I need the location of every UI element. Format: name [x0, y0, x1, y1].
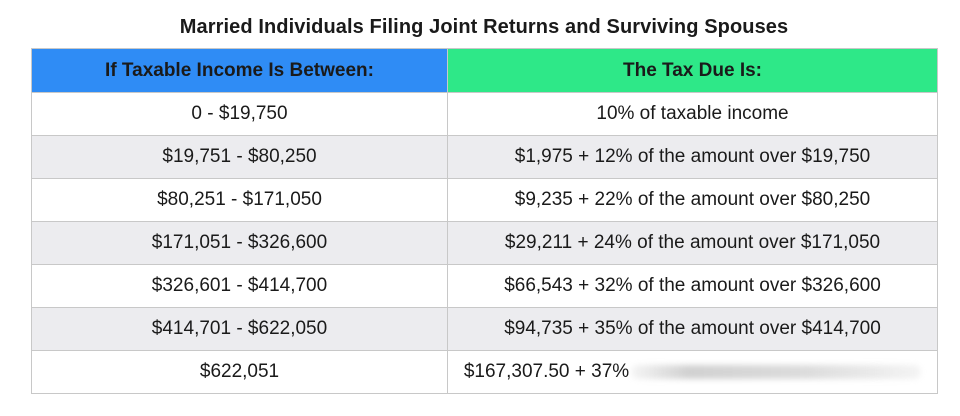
income-range-cell: $622,051 — [31, 350, 448, 394]
table-row: 0 - $19,750 10% of taxable income — [31, 92, 938, 136]
table-row: $622,051 $167,307.50 + 37% — [31, 350, 938, 394]
table-row: $19,751 - $80,250 $1,975 + 12% of the am… — [31, 135, 938, 179]
tax-due-text: $167,307.50 + 37% — [463, 361, 630, 382]
header-row: If Taxable Income Is Between: The Tax Du… — [31, 48, 938, 93]
income-range-cell: $326,601 - $414,700 — [31, 264, 448, 308]
table-title: Married Individuals Filing Joint Returns… — [179, 16, 789, 38]
tax-due-cell: $167,307.50 + 37% — [447, 350, 938, 394]
tax-due-cell: $94,735 + 35% of the amount over $414,70… — [447, 307, 938, 351]
tax-due-cell: $66,543 + 32% of the amount over $326,60… — [447, 264, 938, 308]
income-range-cell: $80,251 - $171,050 — [31, 178, 448, 222]
table-row: $326,601 - $414,700 $66,543 + 32% of the… — [31, 264, 938, 308]
income-range-cell: $414,701 - $622,050 — [31, 307, 448, 351]
income-column-header: If Taxable Income Is Between: — [31, 48, 448, 93]
tax-due-cell: $29,211 + 24% of the amount over $171,05… — [447, 221, 938, 265]
income-range-cell: $19,751 - $80,250 — [31, 135, 448, 179]
table-row: $80,251 - $171,050 $9,235 + 22% of the a… — [31, 178, 938, 222]
table-row: $414,701 - $622,050 $94,735 + 35% of the… — [31, 307, 938, 351]
income-range-cell: $171,051 - $326,600 — [31, 221, 448, 265]
tax-due-cell: $1,975 + 12% of the amount over $19,750 — [447, 135, 938, 179]
obscured-text-region — [631, 364, 922, 379]
tax-due-cell: $9,235 + 22% of the amount over $80,250 — [447, 178, 938, 222]
tax-column-header: The Tax Due Is: — [447, 48, 938, 93]
tax-bracket-table: If Taxable Income Is Between: The Tax Du… — [31, 48, 938, 394]
table-row: $171,051 - $326,600 $29,211 + 24% of the… — [31, 221, 938, 265]
income-range-cell: 0 - $19,750 — [31, 92, 448, 136]
tax-due-cell: 10% of taxable income — [447, 92, 938, 136]
